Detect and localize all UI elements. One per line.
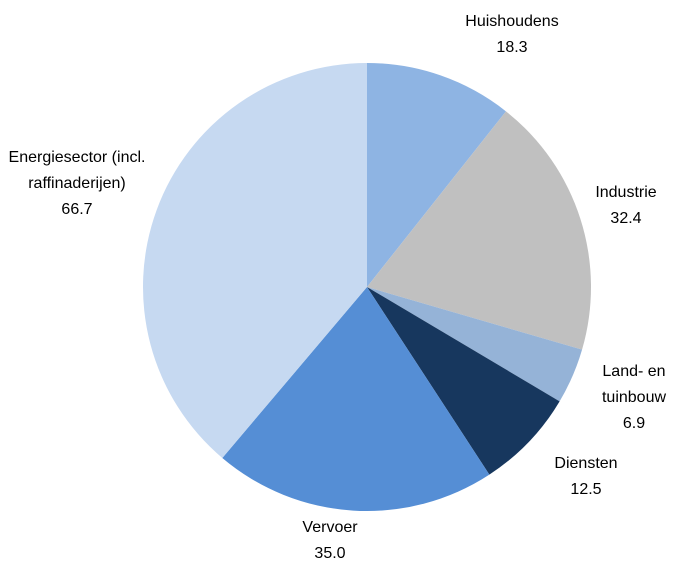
slice-name: Energiesector (incl. raffinaderijen) bbox=[8, 149, 146, 192]
slice-value: 6.9 bbox=[622, 415, 646, 432]
slice-value: 35.0 bbox=[314, 545, 346, 562]
pie-slice bbox=[142, 63, 367, 459]
slice-value: 12.5 bbox=[570, 481, 602, 498]
slice-name: Huishoudens bbox=[465, 13, 559, 30]
slice-label: Diensten 12.5 bbox=[526, 451, 646, 503]
slice-value: 18.3 bbox=[496, 39, 528, 56]
slice-name: Vervoer bbox=[302, 519, 358, 536]
pie-slice bbox=[222, 287, 490, 512]
pie-slice bbox=[367, 63, 506, 287]
slice-label: Vervoer 35.0 bbox=[270, 515, 390, 565]
slice-value: 66.7 bbox=[61, 201, 93, 218]
pie-slice bbox=[367, 287, 583, 402]
pie-slice bbox=[367, 287, 560, 475]
slice-label: Energiesector (incl. raffinaderijen) 66.7 bbox=[7, 145, 147, 223]
slice-name: Land- en tuinbouw bbox=[601, 363, 667, 406]
slice-label: Huishoudens 18.3 bbox=[432, 9, 592, 61]
slice-label: Industrie 32.4 bbox=[566, 180, 682, 232]
slice-value: 32.4 bbox=[610, 210, 642, 227]
slice-name: Diensten bbox=[554, 455, 618, 472]
slice-label: Land- en tuinbouw 6.9 bbox=[584, 359, 682, 437]
slice-name: Industrie bbox=[595, 184, 657, 201]
pie-slice bbox=[367, 111, 592, 350]
